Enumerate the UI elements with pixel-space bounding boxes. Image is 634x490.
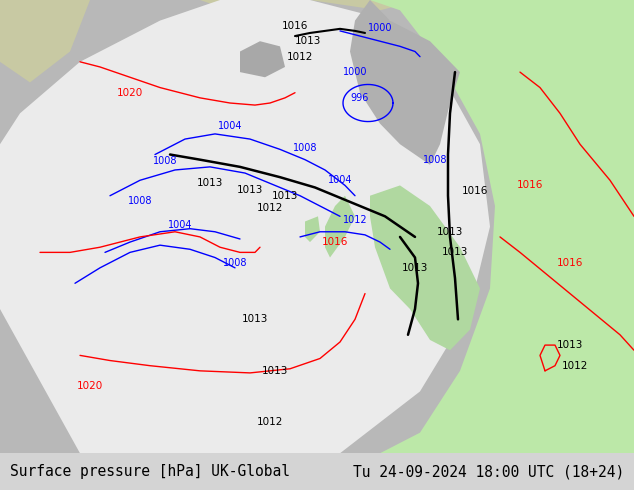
Text: 1012: 1012 <box>287 51 313 62</box>
Text: 1016: 1016 <box>557 258 583 268</box>
Text: 1008: 1008 <box>127 196 152 206</box>
Text: 1004: 1004 <box>168 220 192 229</box>
Text: 1008: 1008 <box>223 258 247 268</box>
Text: 1008: 1008 <box>153 156 178 166</box>
Text: 1020: 1020 <box>117 88 143 98</box>
Text: 1012: 1012 <box>257 203 283 213</box>
Polygon shape <box>200 0 634 21</box>
Text: 1016: 1016 <box>517 180 543 191</box>
Text: 1013: 1013 <box>197 178 223 188</box>
Text: Surface pressure [hPa] UK-Global: Surface pressure [hPa] UK-Global <box>10 464 290 479</box>
Text: 1013: 1013 <box>557 340 583 350</box>
Text: Tu 24-09-2024 18:00 UTC (18+24): Tu 24-09-2024 18:00 UTC (18+24) <box>353 464 624 479</box>
Text: 1013: 1013 <box>402 263 428 273</box>
Text: 1000: 1000 <box>368 23 392 33</box>
Polygon shape <box>370 0 634 453</box>
Text: 1013: 1013 <box>272 191 298 201</box>
Polygon shape <box>0 0 634 453</box>
Text: 1013: 1013 <box>442 247 468 257</box>
Polygon shape <box>305 216 320 242</box>
Text: 1004: 1004 <box>217 121 242 131</box>
Text: 1013: 1013 <box>437 227 463 237</box>
Text: 1020: 1020 <box>77 381 103 392</box>
Text: 996: 996 <box>351 93 369 103</box>
Polygon shape <box>240 41 285 77</box>
Polygon shape <box>370 185 480 350</box>
Text: 1013: 1013 <box>295 36 321 46</box>
Text: 1004: 1004 <box>328 175 353 185</box>
Text: 1000: 1000 <box>343 67 367 77</box>
Polygon shape <box>0 0 490 453</box>
Polygon shape <box>350 0 460 165</box>
Text: 1008: 1008 <box>293 144 317 153</box>
Polygon shape <box>325 196 355 258</box>
Text: 1012: 1012 <box>562 361 588 371</box>
Text: 1016: 1016 <box>281 21 308 31</box>
Text: 1012: 1012 <box>343 216 367 225</box>
Polygon shape <box>0 0 90 82</box>
Text: 1008: 1008 <box>423 155 447 165</box>
Text: 1013: 1013 <box>262 366 288 376</box>
Text: 1016: 1016 <box>322 237 348 247</box>
Text: 1013: 1013 <box>242 315 268 324</box>
Text: 1012: 1012 <box>257 417 283 427</box>
Text: 1013: 1013 <box>237 185 263 195</box>
Text: 1016: 1016 <box>462 186 488 196</box>
